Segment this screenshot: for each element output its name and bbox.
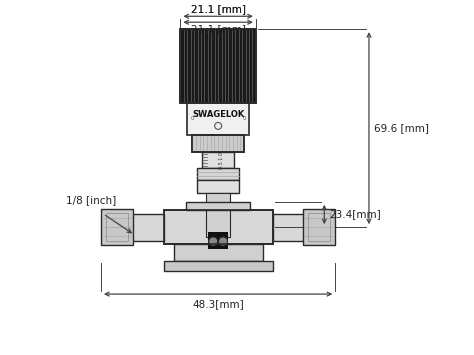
Text: 0: 0 bbox=[191, 116, 194, 121]
Bar bbox=[273, 214, 319, 240]
Bar bbox=[164, 210, 273, 245]
Bar bbox=[187, 103, 249, 135]
Bar bbox=[173, 245, 263, 261]
Bar bbox=[192, 135, 244, 152]
Bar bbox=[164, 210, 273, 245]
Text: 0: 0 bbox=[242, 116, 246, 121]
Bar bbox=[181, 29, 256, 103]
Text: 0.5 1 0: 0.5 1 0 bbox=[219, 152, 224, 169]
Bar bbox=[164, 261, 273, 271]
Bar bbox=[192, 135, 244, 152]
Text: 21.1 [mm]: 21.1 [mm] bbox=[191, 24, 246, 34]
Circle shape bbox=[209, 237, 218, 246]
Bar bbox=[208, 231, 228, 250]
Bar bbox=[181, 29, 256, 103]
Text: 48.3[mm]: 48.3[mm] bbox=[192, 299, 244, 309]
Bar bbox=[197, 168, 239, 180]
Bar bbox=[206, 193, 230, 236]
Text: SWAGELOK: SWAGELOK bbox=[192, 109, 244, 119]
Bar bbox=[197, 180, 239, 193]
Bar bbox=[202, 152, 234, 168]
Bar bbox=[186, 202, 250, 210]
Bar bbox=[303, 209, 335, 245]
Bar bbox=[117, 214, 164, 240]
Bar bbox=[106, 213, 128, 241]
Text: 23.4[mm]: 23.4[mm] bbox=[329, 209, 381, 219]
Bar bbox=[101, 209, 133, 245]
Circle shape bbox=[219, 237, 228, 246]
Bar bbox=[309, 213, 330, 241]
Text: 21.1 [mm]: 21.1 [mm] bbox=[191, 4, 246, 14]
Text: 1/8 [inch]: 1/8 [inch] bbox=[66, 195, 116, 205]
Text: 69.6 [mm]: 69.6 [mm] bbox=[374, 123, 429, 133]
Text: 21.1 [mm]: 21.1 [mm] bbox=[191, 4, 246, 14]
